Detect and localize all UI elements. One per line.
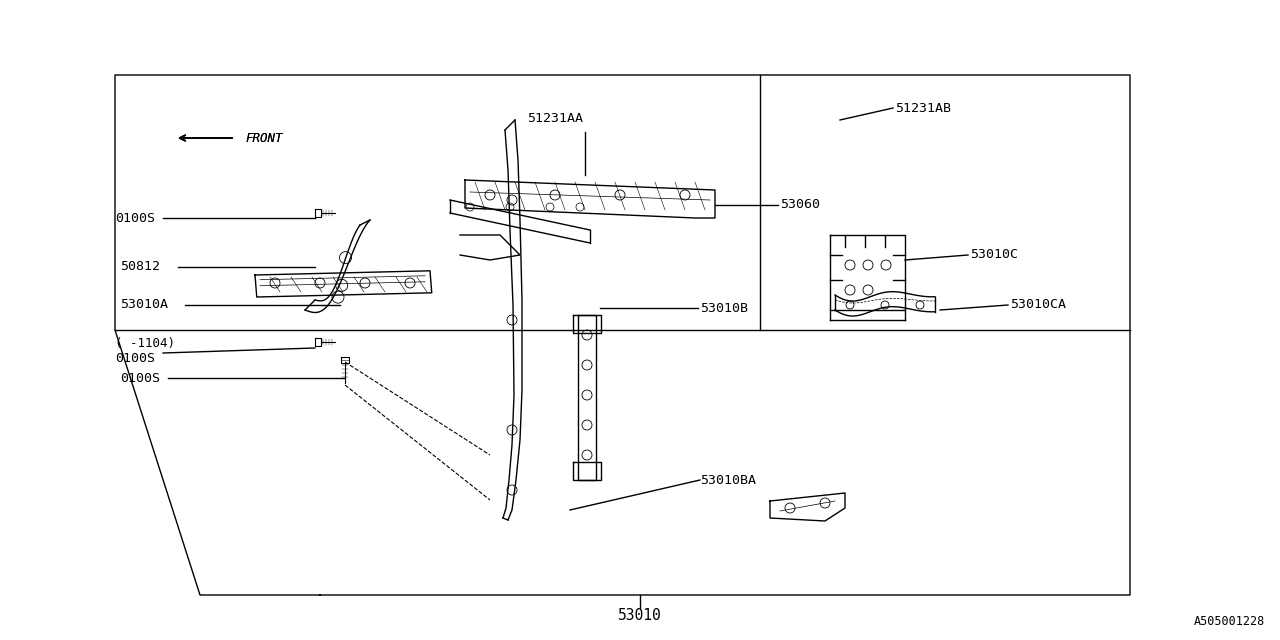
Text: 0100S: 0100S <box>115 351 155 365</box>
Text: A505001228: A505001228 <box>1194 615 1265 628</box>
Text: 53010A: 53010A <box>120 298 168 312</box>
Text: 53010BA: 53010BA <box>700 474 756 486</box>
Text: FRONT: FRONT <box>244 132 283 145</box>
Text: 53010: 53010 <box>618 607 662 623</box>
Text: 53060: 53060 <box>780 198 820 211</box>
Text: 51231AA: 51231AA <box>527 111 582 125</box>
Text: ( -1104): ( -1104) <box>115 337 175 349</box>
Text: 53010C: 53010C <box>970 248 1018 262</box>
Text: 50812: 50812 <box>120 260 160 273</box>
Text: 51231AB: 51231AB <box>895 102 951 115</box>
Text: FRONT: FRONT <box>244 132 283 145</box>
Text: 53010B: 53010B <box>700 301 748 314</box>
Text: 53010CA: 53010CA <box>1010 298 1066 312</box>
Text: 0100S: 0100S <box>120 371 160 385</box>
Text: 0100S: 0100S <box>115 211 155 225</box>
